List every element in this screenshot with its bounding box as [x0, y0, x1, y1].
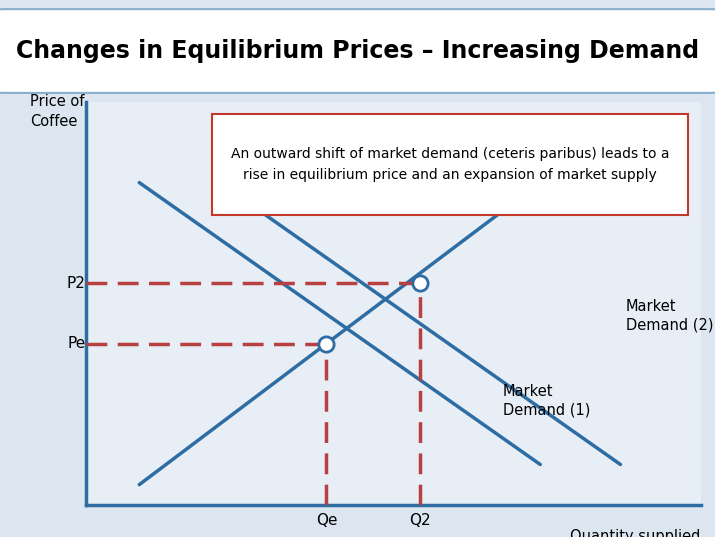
Text: An outward shift of market demand (ceteris paribus) leads to a
rise in equilibri: An outward shift of market demand (ceter…	[231, 147, 669, 182]
Text: Pe: Pe	[67, 336, 86, 351]
Text: P2: P2	[67, 276, 86, 291]
Text: Quantity supplied: Quantity supplied	[571, 529, 701, 537]
Text: Price of
Coffee: Price of Coffee	[31, 94, 85, 129]
Text: Market
Supply: Market Supply	[573, 155, 623, 188]
Text: Qe: Qe	[315, 513, 337, 528]
Text: Changes in Equilibrium Prices – Increasing Demand: Changes in Equilibrium Prices – Increasi…	[16, 39, 699, 63]
Text: Q2: Q2	[409, 513, 431, 528]
FancyBboxPatch shape	[212, 114, 689, 215]
Text: Market
Demand (1): Market Demand (1)	[503, 384, 591, 418]
FancyBboxPatch shape	[0, 9, 715, 93]
Text: Market
Demand (2): Market Demand (2)	[626, 300, 714, 333]
